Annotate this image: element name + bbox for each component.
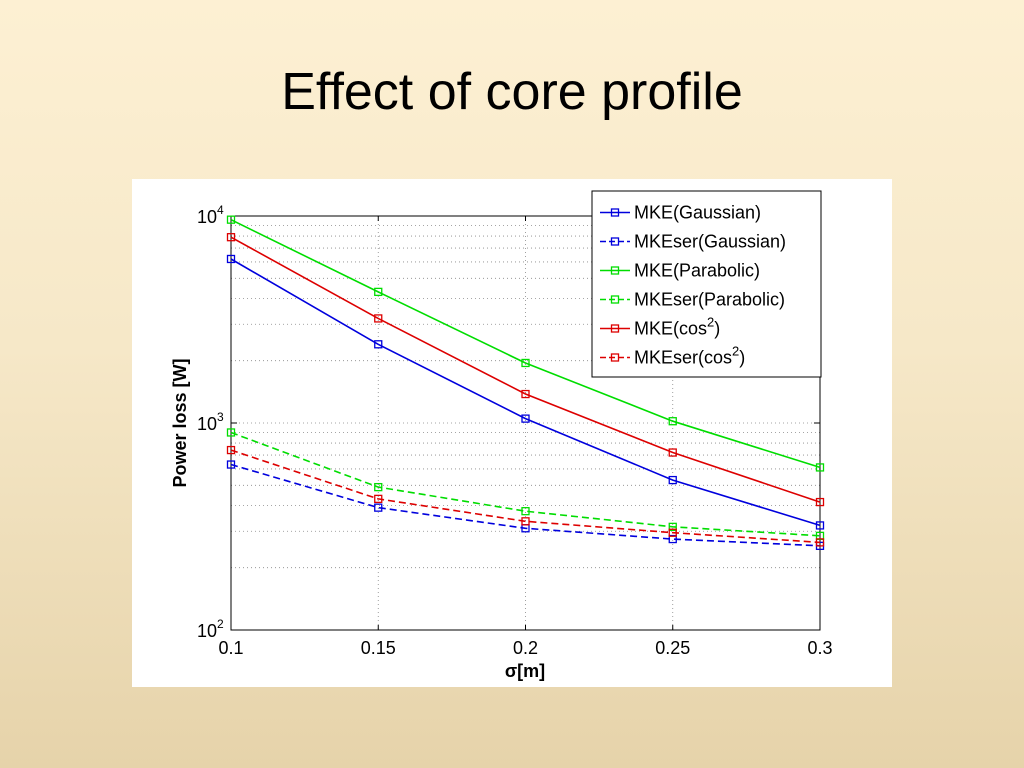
chart-figure: 0.1 0.15 0.2 0.25 0.3 102 103 104 Power loss [W…: [132, 179, 892, 687]
legend-label: MKE(cos2): [634, 315, 720, 339]
data-point: [521, 358, 530, 368]
x-axis-label: σ[m]: [505, 661, 545, 681]
data-point: [815, 463, 825, 472]
series: [226, 215, 825, 550]
series-mkeser-parabolic-dashed: [226, 428, 825, 540]
legend-label: MKEser(Parabolic): [634, 290, 785, 310]
legend: MKE(Gaussian) MKEser(Gaussian) MKE(Parabol…: [591, 190, 822, 378]
data-point: [374, 340, 383, 349]
data-point: [815, 521, 825, 530]
series-mke-gaussian-solid: [226, 254, 825, 530]
data-point: [374, 494, 383, 504]
legend-item: MKEser(cos2): [600, 344, 745, 368]
data-point: [374, 314, 383, 323]
legend-item: MKEser(Gaussian): [600, 232, 786, 252]
legend-item: MKEser(Parabolic): [600, 290, 785, 310]
data-point: [374, 287, 383, 297]
legend-label: MKEser(cos2): [634, 344, 745, 368]
legend-swatch-marker: [610, 208, 620, 217]
legend-swatch-marker: [610, 266, 620, 275]
data-point: [521, 517, 530, 526]
data-point: [226, 254, 236, 264]
x-tick-label: 0.2: [513, 638, 538, 658]
series-mkeser-cosdashed: [226, 445, 825, 547]
ticks: 0.1 0.15 0.2 0.25 0.3 102 103 104: [197, 203, 833, 658]
y-axis-label: Power loss [W]: [170, 358, 190, 487]
x-tick-label: 0.3: [807, 638, 832, 658]
data-point: [226, 460, 236, 469]
data-point: [815, 497, 825, 507]
y-tick-label: 103: [197, 410, 224, 434]
series-mke-parabolic-solid: [226, 215, 825, 472]
y-tick-label: 104: [197, 203, 224, 227]
data-point: [521, 389, 530, 399]
legend-label: MKE(Gaussian): [634, 203, 761, 223]
legend-swatch-marker: [610, 353, 620, 362]
data-point: [815, 538, 825, 547]
x-tick-label: 0.1: [218, 638, 243, 658]
data-point: [374, 482, 383, 492]
data-point: [226, 445, 236, 455]
series-mke-cossolid: [226, 233, 825, 507]
data-point: [668, 448, 677, 457]
legend-box: [591, 190, 822, 378]
data-point: [668, 475, 677, 485]
series-line: [230, 463, 821, 547]
data-point: [226, 428, 236, 437]
series-line: [230, 258, 821, 527]
legend-swatch-marker: [610, 295, 620, 304]
y-tick-label: 102: [197, 617, 224, 641]
data-point: [521, 507, 530, 516]
data-point: [668, 528, 677, 537]
x-tick-label: 0.25: [655, 638, 690, 658]
legend-item: MKE(cos2): [600, 315, 720, 339]
data-point: [374, 503, 383, 512]
slide-title: Effect of core profile: [281, 63, 743, 121]
legend-label: MKEser(Gaussian): [634, 232, 786, 252]
data-point: [521, 414, 530, 423]
legend-swatch-marker: [610, 324, 620, 333]
series-line: [230, 236, 821, 503]
legend-item: MKE(Parabolic): [600, 261, 760, 281]
data-point: [226, 215, 236, 224]
x-tick-label: 0.15: [361, 638, 396, 658]
legend-swatch-marker: [610, 237, 620, 246]
series-line: [230, 449, 821, 544]
data-point: [668, 534, 677, 544]
legend-item: MKE(Gaussian): [600, 203, 761, 223]
power-loss-chart: 0.1 0.15 0.2 0.25 0.3 102 103 104 Power loss [W…: [170, 190, 833, 681]
data-point: [668, 522, 677, 531]
series-line: [230, 431, 821, 537]
series-line: [230, 218, 821, 469]
data-point: [668, 417, 677, 426]
data-point: [226, 233, 236, 242]
legend-label: MKE(Parabolic): [634, 261, 760, 281]
